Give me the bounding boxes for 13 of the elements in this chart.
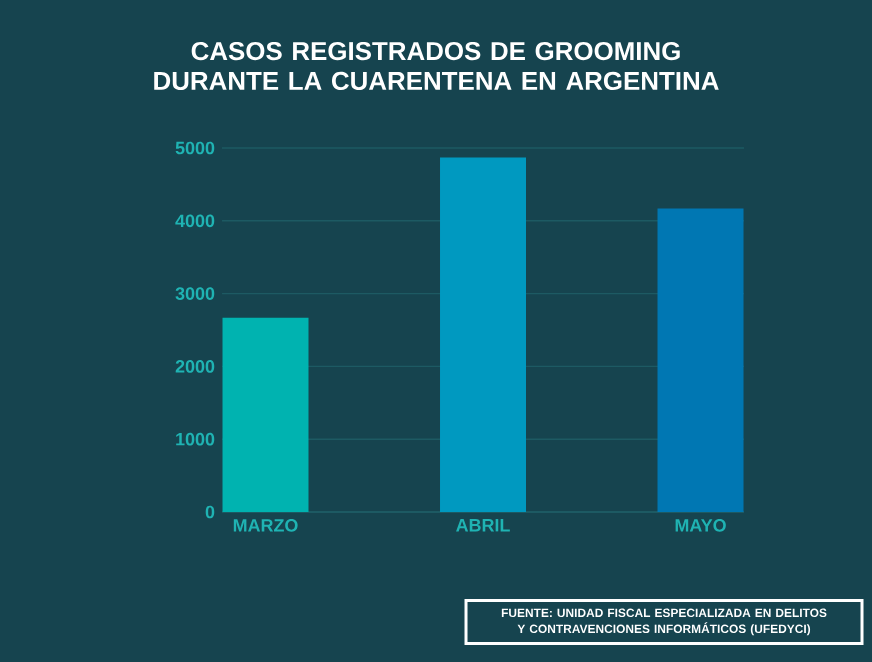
chart-title: CASOS REGISTRADOS DE GROOMING DURANTE LA CUARENTENA EN ARGENTINA bbox=[154, 41, 719, 91]
bar bbox=[222, 317, 309, 512]
bar bbox=[657, 208, 744, 512]
y-tick-label: 2000 bbox=[175, 360, 215, 373]
y-tick-label: 5000 bbox=[175, 141, 215, 155]
y-tick-label: 1000 bbox=[176, 432, 215, 446]
bar bbox=[440, 157, 527, 512]
x-tick-label: MARZO bbox=[233, 519, 298, 532]
x-tick-label: ABRIL bbox=[456, 519, 510, 532]
y-tick-label: 3000 bbox=[175, 287, 215, 300]
x-tick-label: MAYO bbox=[675, 519, 726, 532]
y-tick-label: 4000 bbox=[175, 214, 215, 228]
y-tick-label: 0 bbox=[205, 505, 215, 519]
